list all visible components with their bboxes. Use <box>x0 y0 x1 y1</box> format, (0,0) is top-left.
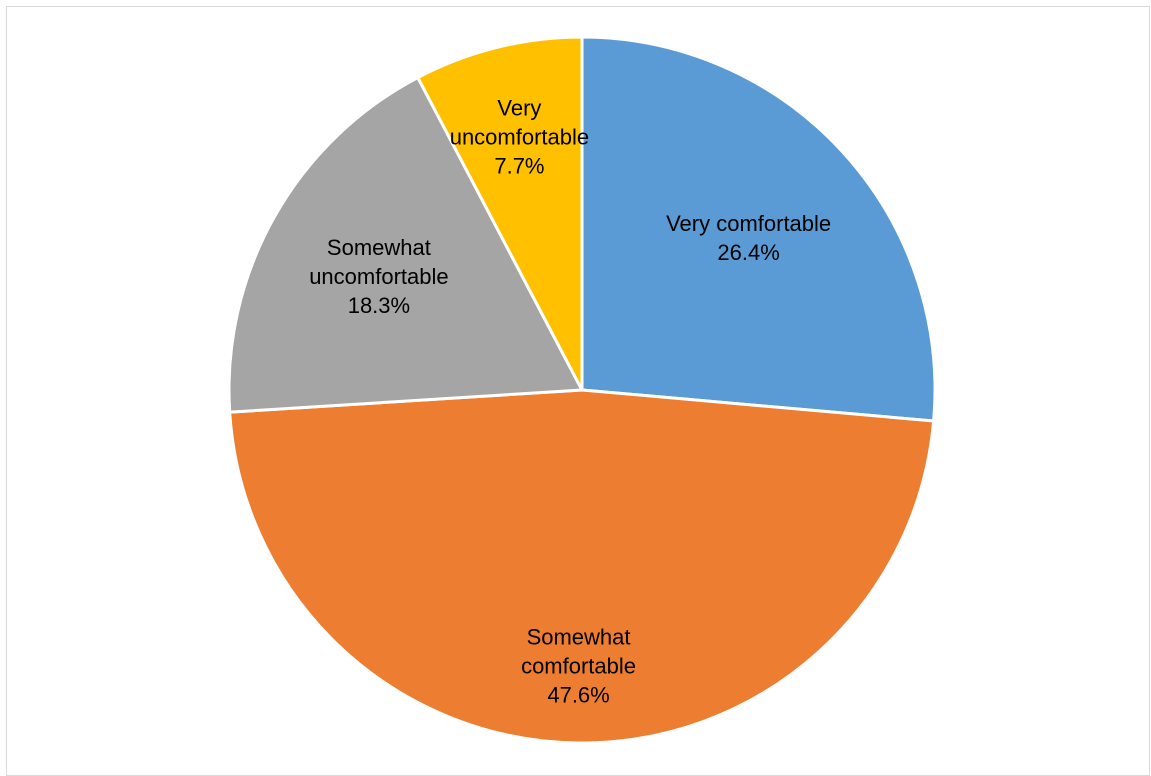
slice-value-text: 26.4% <box>717 240 779 265</box>
pie-slice-somewhat-uncomfortable <box>227 76 584 414</box>
slice-category-text: uncomfortable <box>450 124 589 149</box>
slice-value-text: 18.3% <box>348 293 410 318</box>
slice-category-text: Very comfortable <box>666 211 831 236</box>
slice-value-text: 47.6% <box>547 682 609 707</box>
pie-slice-somewhat-comfortable <box>228 388 936 745</box>
slice-category-text: comfortable <box>521 653 636 678</box>
pie-slice-very-uncomfortable <box>416 35 584 392</box>
slice-value-text: 7.7% <box>494 153 544 178</box>
data-label-very-uncomfortable: Very uncomfortable 7.7% <box>450 95 589 178</box>
slice-category-text: Somewhat <box>327 235 431 260</box>
data-label-somewhat-comfortable: Somewhat comfortable 47.6% <box>521 624 636 707</box>
data-label-somewhat-uncomfortable: Somewhat uncomfortable 18.3% <box>309 235 448 318</box>
slice-category-text: uncomfortable <box>309 264 448 289</box>
slice-category-text: Somewhat <box>527 624 631 649</box>
pie-slice-very-comfortable <box>580 35 937 423</box>
data-label-very-comfortable: Very comfortable 26.4% <box>666 211 831 265</box>
slice-category-text: Very <box>497 95 541 120</box>
